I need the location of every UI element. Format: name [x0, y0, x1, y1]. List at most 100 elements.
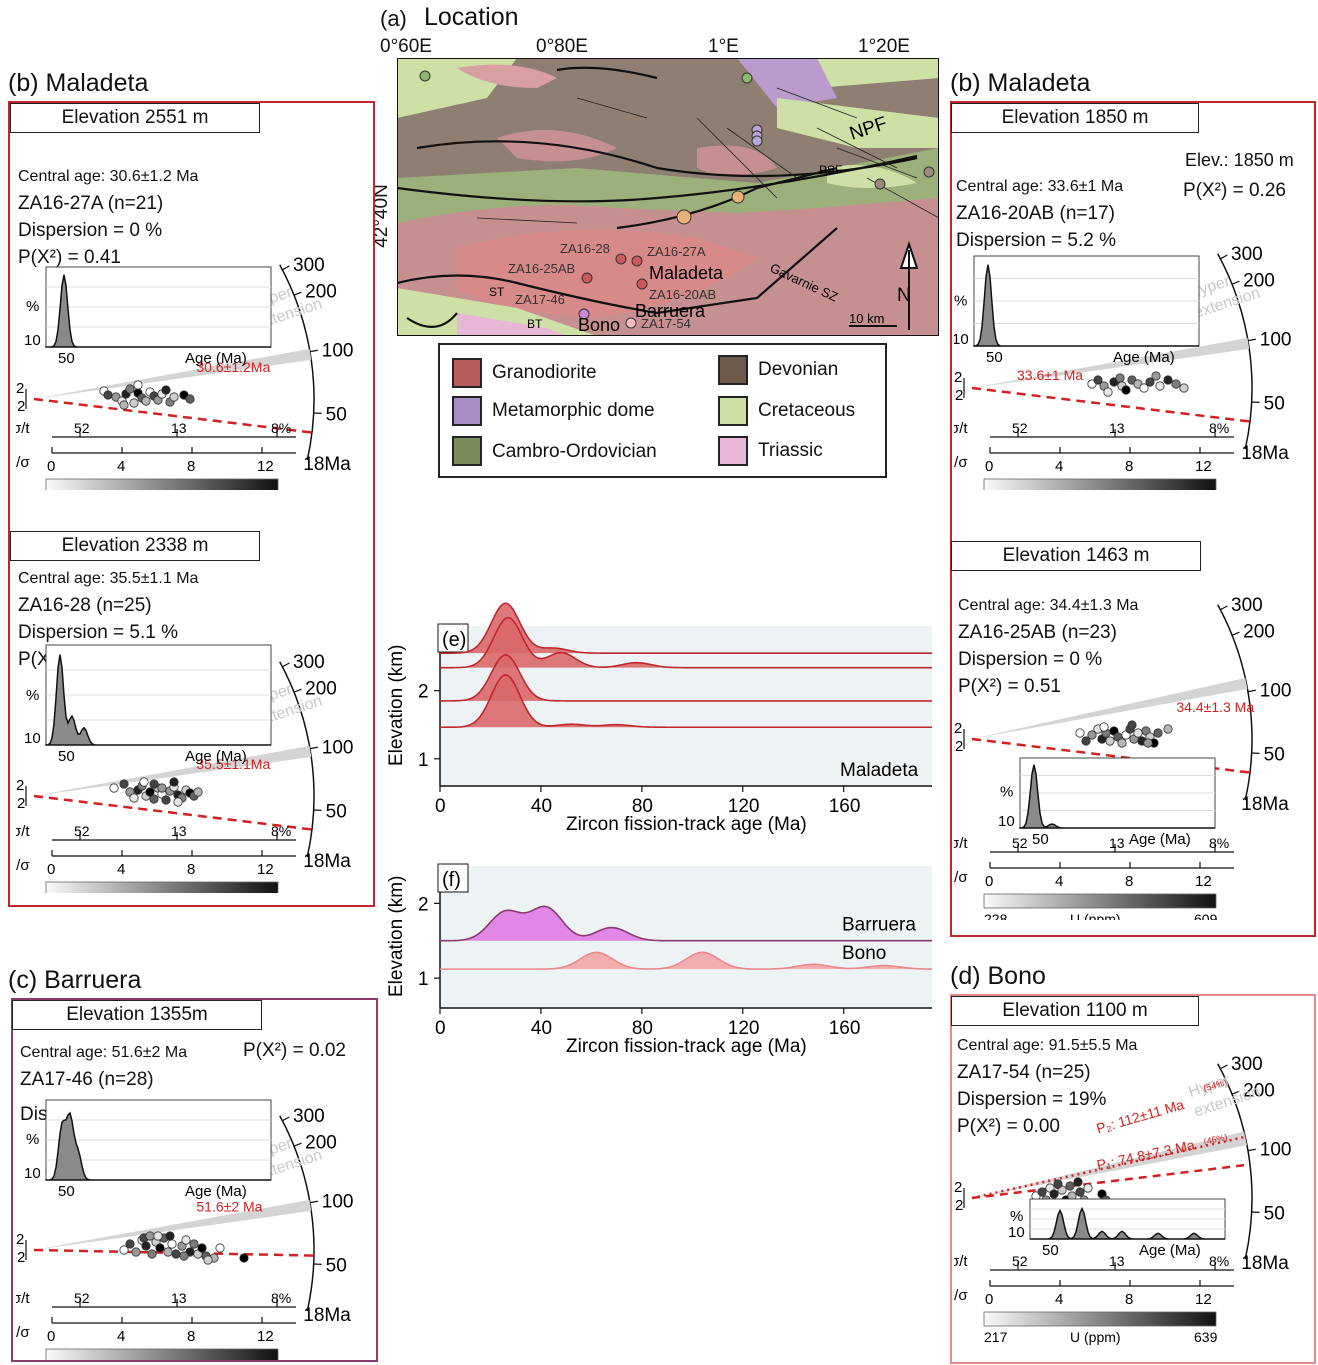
- age-tick-label: 100: [322, 738, 354, 759]
- x-tick-label: 40: [531, 1018, 552, 1039]
- grain-point: [173, 797, 183, 807]
- precision-tick-label: 13: [1109, 835, 1125, 851]
- x-tick-label: 0: [435, 1018, 446, 1039]
- grain-point: [139, 777, 149, 787]
- dispersion: Dispersion = 0 %: [958, 649, 1103, 670]
- y-tick-label: -2: [16, 795, 25, 812]
- precision-tick-label: 52: [1012, 835, 1028, 851]
- u-colorbar: [45, 1348, 279, 1360]
- frame-barruera: [11, 998, 378, 1362]
- tsigma-tick-label: 4: [1055, 458, 1063, 475]
- grain-point: [181, 1235, 191, 1245]
- legend-label-cambro-ordovician: Cambro-Ordovician: [492, 441, 657, 462]
- map-bt: BT: [527, 317, 543, 331]
- grain-point: [215, 1243, 225, 1253]
- grain-point: [1105, 736, 1115, 746]
- elev-extra: Elev.: 1850 m: [1185, 150, 1294, 170]
- grain-point: [161, 795, 171, 805]
- t-sigma-label: t/σ: [16, 1324, 30, 1341]
- x-tick-label: 40: [531, 796, 552, 817]
- grain-point: [125, 1239, 135, 1249]
- hyper-extension-band: [972, 677, 1248, 739]
- age-tick-label: 300: [1231, 1054, 1263, 1075]
- age-tick: [282, 265, 290, 271]
- p1-pct: (46%): [1203, 1132, 1229, 1147]
- age-tick-label: 50: [326, 802, 347, 823]
- age-tick-label: 100: [1260, 330, 1292, 351]
- age-tick-label: 200: [305, 1133, 337, 1154]
- age-tick-label: 200: [305, 282, 337, 303]
- age-end-label: 18Ma: [1241, 1253, 1289, 1274]
- grain-point: [141, 396, 151, 406]
- age-tick: [1231, 280, 1240, 285]
- legend-label-granodiorite: Granodiorite: [492, 362, 597, 383]
- panel-label: (f): [442, 869, 461, 891]
- age-tick: [282, 1116, 290, 1122]
- lon-tick-4: 1°20E: [858, 36, 910, 57]
- legend-label-devonian: Devonian: [758, 359, 839, 380]
- y-tick-label: 2: [16, 777, 24, 794]
- x-tick-label: 80: [632, 1018, 653, 1039]
- sample-label-za17-46: ZA17-46: [515, 292, 565, 307]
- stats-block-1100: Central age: 91.5±5.5 Ma ZA17-54 (n=25) …: [957, 1032, 1137, 1140]
- grain-point: [125, 384, 135, 394]
- dispersion: Dispersion = 5.2 %: [956, 230, 1116, 251]
- u-min-label: 217: [984, 1329, 1008, 1345]
- sigma-t-label: σ/t: [954, 835, 968, 852]
- age-end-label: 18Ma: [303, 1305, 351, 1326]
- age-tick-label: 50: [1264, 745, 1285, 766]
- age-tick: [309, 349, 318, 353]
- x-axis-label: Zircon fission-track age (Ma): [566, 814, 807, 835]
- y-tick-label: -2: [16, 1249, 25, 1266]
- group-title-maladeta-right: (b) Maladeta: [950, 69, 1091, 97]
- hist-fifty-label: 50: [58, 748, 75, 765]
- histogram-curve: [45, 654, 271, 746]
- hist-fifty-label: 50: [986, 349, 1003, 366]
- hist-ten-label: 10: [24, 332, 41, 349]
- lon-tick-3: 1°E: [708, 36, 739, 57]
- y-axis-label: Elevation (km): [386, 645, 407, 766]
- ridge-line: [439, 616, 932, 669]
- elevation-label-1100: Elevation 1100 m: [951, 996, 1199, 1026]
- grain-point: [169, 777, 179, 787]
- grain-point: [129, 398, 139, 408]
- grain-point: [1153, 728, 1163, 738]
- sigma-t-label: σ/t: [954, 420, 968, 437]
- age-tick: [1247, 338, 1256, 342]
- elevation-label-1463: Elevation 1463 m: [951, 541, 1201, 571]
- precision-tick-label: 13: [171, 1290, 187, 1306]
- precision-tick-label: 8%: [1209, 420, 1229, 436]
- precision-tick-label: 52: [1012, 420, 1028, 436]
- grain-point: [179, 1251, 189, 1261]
- central-age: Central age: 30.6±1.2 Ma: [18, 168, 199, 185]
- age-tick-label: 100: [1260, 681, 1292, 702]
- tsigma-tick-label: 8: [1125, 458, 1133, 475]
- hist-ten-label: 10: [24, 730, 41, 747]
- precision-tick-label: 8%: [271, 823, 291, 839]
- grain-point: [1099, 722, 1109, 732]
- tsigma-tick-label: 12: [1195, 1291, 1212, 1308]
- t-sigma-label: t/σ: [954, 454, 968, 471]
- y-tick-label: 2: [954, 720, 962, 737]
- grain-point: [103, 390, 113, 400]
- grain-point: [1117, 738, 1127, 748]
- grain-point: [1073, 1177, 1083, 1187]
- hist-fifty-label: 50: [58, 1183, 75, 1200]
- precision-tick-label: 13: [171, 420, 187, 436]
- group-title-barruera: (c) Barruera: [8, 966, 142, 994]
- grain-point: [163, 1247, 173, 1257]
- hist-age-label: Age (Ma): [185, 1183, 247, 1200]
- age-tick-label: 300: [293, 255, 325, 276]
- sigma-t-label: σ/t: [16, 420, 30, 437]
- series-label: Bono: [842, 943, 886, 964]
- age-tick-label: 300: [293, 1106, 325, 1127]
- central-age-label: 33.6±1 Ma: [1017, 367, 1083, 383]
- panel-label: (e): [442, 629, 466, 651]
- radial-plot-2338: 3002001005018MaHyperextension2-235.5±1.1…: [16, 644, 354, 893]
- sample-label-za16-20ab: ZA16-20AB: [649, 287, 716, 302]
- grain-point: [1075, 728, 1085, 738]
- tsigma-tick-label: 8: [187, 458, 195, 475]
- sample-id: ZA16-27A (n=21): [18, 193, 164, 214]
- age-tick: [1247, 689, 1256, 693]
- grain-point: [145, 787, 155, 797]
